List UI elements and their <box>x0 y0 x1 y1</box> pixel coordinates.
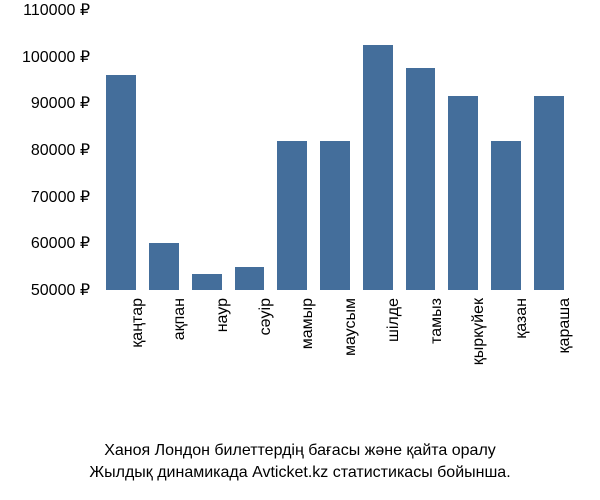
y-tick-label: 100000 ₽ <box>0 47 90 67</box>
y-tick-label: 70000 ₽ <box>0 187 90 207</box>
bar <box>406 68 436 290</box>
bar <box>235 267 265 290</box>
bar <box>534 96 564 290</box>
caption-line-2: Жылдық динамикада Avticket.kz статистика… <box>0 462 600 484</box>
bar <box>448 96 478 290</box>
price-bar-chart: 50000 ₽ 60000 ₽ 70000 ₽ 80000 ₽ 90000 ₽ 10000… <box>0 0 600 500</box>
bar <box>106 75 136 290</box>
x-tick-label: сәуір <box>257 298 275 428</box>
y-tick-label: 60000 ₽ <box>0 233 90 253</box>
y-tick-label: 50000 ₽ <box>0 280 90 300</box>
bar <box>277 141 307 290</box>
caption-line-1: Ханоя Лондон билеттердің бағасы және қай… <box>0 440 600 462</box>
x-tick-label: маусым <box>342 298 360 428</box>
bar <box>363 45 393 290</box>
plot-area <box>100 10 570 290</box>
bar <box>192 274 222 290</box>
x-tick-label: наур <box>214 298 232 428</box>
x-tick-label: қыркүйек <box>470 298 488 428</box>
x-tick-label: қаңтар <box>129 298 147 428</box>
y-tick-label: 90000 ₽ <box>0 93 90 113</box>
x-tick-label: мамыр <box>299 298 317 428</box>
y-tick-label: 80000 ₽ <box>0 140 90 160</box>
x-tick-label: қазан <box>513 298 531 428</box>
x-tick-label: тамыз <box>428 298 446 428</box>
x-tick-label: ақпан <box>171 298 189 428</box>
bar <box>320 141 350 290</box>
y-tick-label: 110000 ₽ <box>0 0 90 20</box>
x-tick-label: қараша <box>556 298 574 428</box>
bar <box>149 243 179 290</box>
chart-caption: Ханоя Лондон билеттердің бағасы және қай… <box>0 440 600 483</box>
x-tick-label: шілде <box>385 298 403 428</box>
bar <box>491 141 521 290</box>
